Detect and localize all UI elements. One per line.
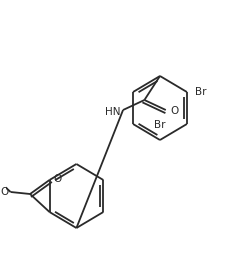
Text: Br: Br bbox=[154, 120, 166, 130]
Text: O: O bbox=[0, 187, 9, 197]
Text: O: O bbox=[171, 106, 179, 116]
Text: HN: HN bbox=[105, 107, 120, 117]
Text: O: O bbox=[53, 174, 62, 184]
Text: Br: Br bbox=[195, 87, 206, 97]
